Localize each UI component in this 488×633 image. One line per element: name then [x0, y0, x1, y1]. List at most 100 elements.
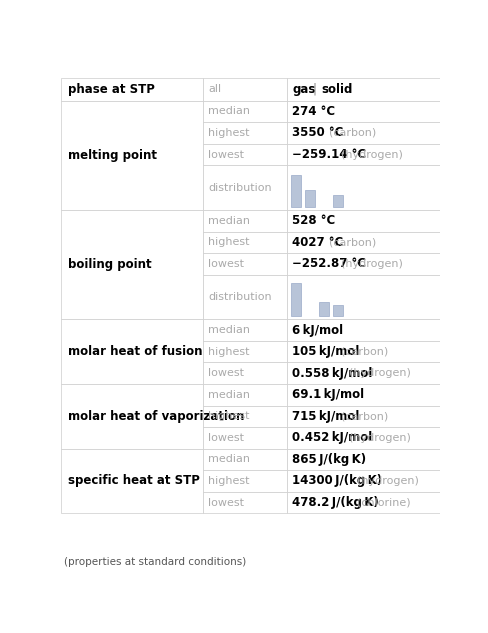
Text: lowest: lowest	[208, 433, 244, 443]
Bar	[286, 275, 439, 319]
Text: 14300 J/(kg K)  (hydrogen): 14300 J/(kg K) (hydrogen)	[291, 475, 463, 487]
Bar	[286, 319, 439, 341]
Bar	[203, 363, 286, 384]
Bar	[203, 384, 286, 406]
Bar	[286, 470, 439, 492]
Text: 69.1 kJ/mol: 69.1 kJ/mol	[291, 388, 364, 401]
Text: highest: highest	[208, 237, 249, 248]
Text: highest: highest	[208, 411, 249, 422]
Bar	[203, 122, 286, 144]
Bar	[203, 77, 286, 101]
Text: 3550 °C: 3550 °C	[291, 127, 343, 139]
Text: 14300 J/(kg K): 14300 J/(kg K)	[291, 475, 382, 487]
Text: distribution: distribution	[208, 292, 271, 302]
Text: −252.87 °C: −252.87 °C	[291, 258, 366, 270]
Bar	[203, 406, 286, 427]
Text: highest: highest	[208, 347, 249, 356]
Text: lowest: lowest	[208, 498, 244, 508]
Bar	[203, 427, 286, 449]
Text: boiling point: boiling point	[68, 258, 151, 271]
Text: 528 °C: 528 °C	[291, 214, 335, 227]
Bar	[332, 305, 343, 316]
Text: lowest: lowest	[208, 259, 244, 269]
Bar	[286, 341, 439, 363]
Bar	[203, 492, 286, 513]
Text: 4027 °C  (carbon): 4027 °C (carbon)	[291, 235, 407, 249]
Bar	[286, 363, 439, 384]
Bar	[332, 195, 343, 207]
Text: (properties at standard conditions): (properties at standard conditions)	[64, 557, 246, 567]
Bar	[203, 319, 286, 341]
Text: specific heat at STP: specific heat at STP	[68, 475, 200, 487]
Text: (hydrogen): (hydrogen)	[348, 368, 410, 378]
Bar	[286, 144, 439, 165]
Text: distribution: distribution	[208, 182, 271, 192]
Bar	[286, 253, 439, 275]
Bar	[305, 191, 315, 207]
Text: |: |	[311, 82, 316, 96]
Bar	[291, 283, 301, 316]
Text: −252.87 °C  (hydrogen): −252.87 °C (hydrogen)	[291, 258, 447, 270]
Text: (hydrogen): (hydrogen)	[340, 259, 402, 269]
Bar	[203, 165, 286, 210]
Text: 0.558 kJ/mol  (hydrogen): 0.558 kJ/mol (hydrogen)	[291, 367, 453, 380]
Bar	[286, 449, 439, 470]
Bar	[319, 302, 328, 316]
Bar	[203, 341, 286, 363]
Bar	[203, 470, 286, 492]
Text: median: median	[208, 454, 250, 465]
Text: 6 kJ/mol: 6 kJ/mol	[291, 323, 343, 337]
Text: median: median	[208, 390, 250, 400]
Text: median: median	[208, 106, 250, 116]
Bar	[203, 253, 286, 275]
Bar	[61, 384, 203, 449]
Text: melting point: melting point	[68, 149, 157, 162]
Text: (hydrogen): (hydrogen)	[357, 476, 418, 486]
Text: 715 kJ/mol: 715 kJ/mol	[291, 410, 359, 423]
Text: 0.452 kJ/mol  (hydrogen): 0.452 kJ/mol (hydrogen)	[291, 431, 453, 444]
Bar	[286, 101, 439, 122]
Bar	[203, 144, 286, 165]
Text: (carbon): (carbon)	[340, 411, 387, 422]
Bar	[286, 406, 439, 427]
Text: (hydrogen): (hydrogen)	[340, 149, 402, 160]
Bar	[61, 77, 203, 101]
Text: 3550 °C  (carbon): 3550 °C (carbon)	[291, 127, 407, 139]
Text: 478.2 J/(kg K): 478.2 J/(kg K)	[291, 496, 378, 509]
Text: 715 kJ/mol  (carbon): 715 kJ/mol (carbon)	[291, 410, 423, 423]
Text: lowest: lowest	[208, 368, 244, 378]
Text: molar heat of vaporization: molar heat of vaporization	[68, 410, 244, 423]
Text: −259.14 °C: −259.14 °C	[291, 148, 366, 161]
Bar	[203, 210, 286, 232]
Text: (chlorine): (chlorine)	[357, 498, 410, 508]
Text: molar heat of fusion: molar heat of fusion	[68, 345, 202, 358]
Bar	[291, 175, 301, 207]
Bar	[203, 449, 286, 470]
Text: gas: gas	[291, 82, 315, 96]
Bar	[61, 101, 203, 210]
Bar	[203, 101, 286, 122]
Bar	[286, 427, 439, 449]
Text: −259.14 °C  (hydrogen): −259.14 °C (hydrogen)	[291, 148, 447, 161]
Text: 478.2 J/(kg K)  (chlorine): 478.2 J/(kg K) (chlorine)	[291, 496, 450, 509]
Bar	[61, 449, 203, 513]
Text: 105 kJ/mol: 105 kJ/mol	[291, 345, 359, 358]
Bar	[203, 232, 286, 253]
Text: median: median	[208, 325, 250, 335]
Bar	[61, 319, 203, 384]
Bar	[286, 165, 439, 210]
Text: 105 kJ/mol  (carbon): 105 kJ/mol (carbon)	[291, 345, 423, 358]
Bar	[286, 232, 439, 253]
Text: 0.452 kJ/mol: 0.452 kJ/mol	[291, 431, 371, 444]
Text: phase at STP: phase at STP	[68, 82, 155, 96]
Text: 865 J/(kg K): 865 J/(kg K)	[291, 453, 366, 466]
Text: 0.558 kJ/mol: 0.558 kJ/mol	[291, 367, 372, 380]
Text: 4027 °C: 4027 °C	[291, 235, 343, 249]
Text: solid: solid	[321, 82, 352, 96]
Text: (hydrogen): (hydrogen)	[348, 433, 410, 443]
Text: all: all	[208, 84, 221, 94]
Text: lowest: lowest	[208, 149, 244, 160]
Text: 274 °C: 274 °C	[291, 105, 334, 118]
Text: (carbon): (carbon)	[340, 347, 387, 356]
Text: (carbon): (carbon)	[328, 128, 375, 138]
